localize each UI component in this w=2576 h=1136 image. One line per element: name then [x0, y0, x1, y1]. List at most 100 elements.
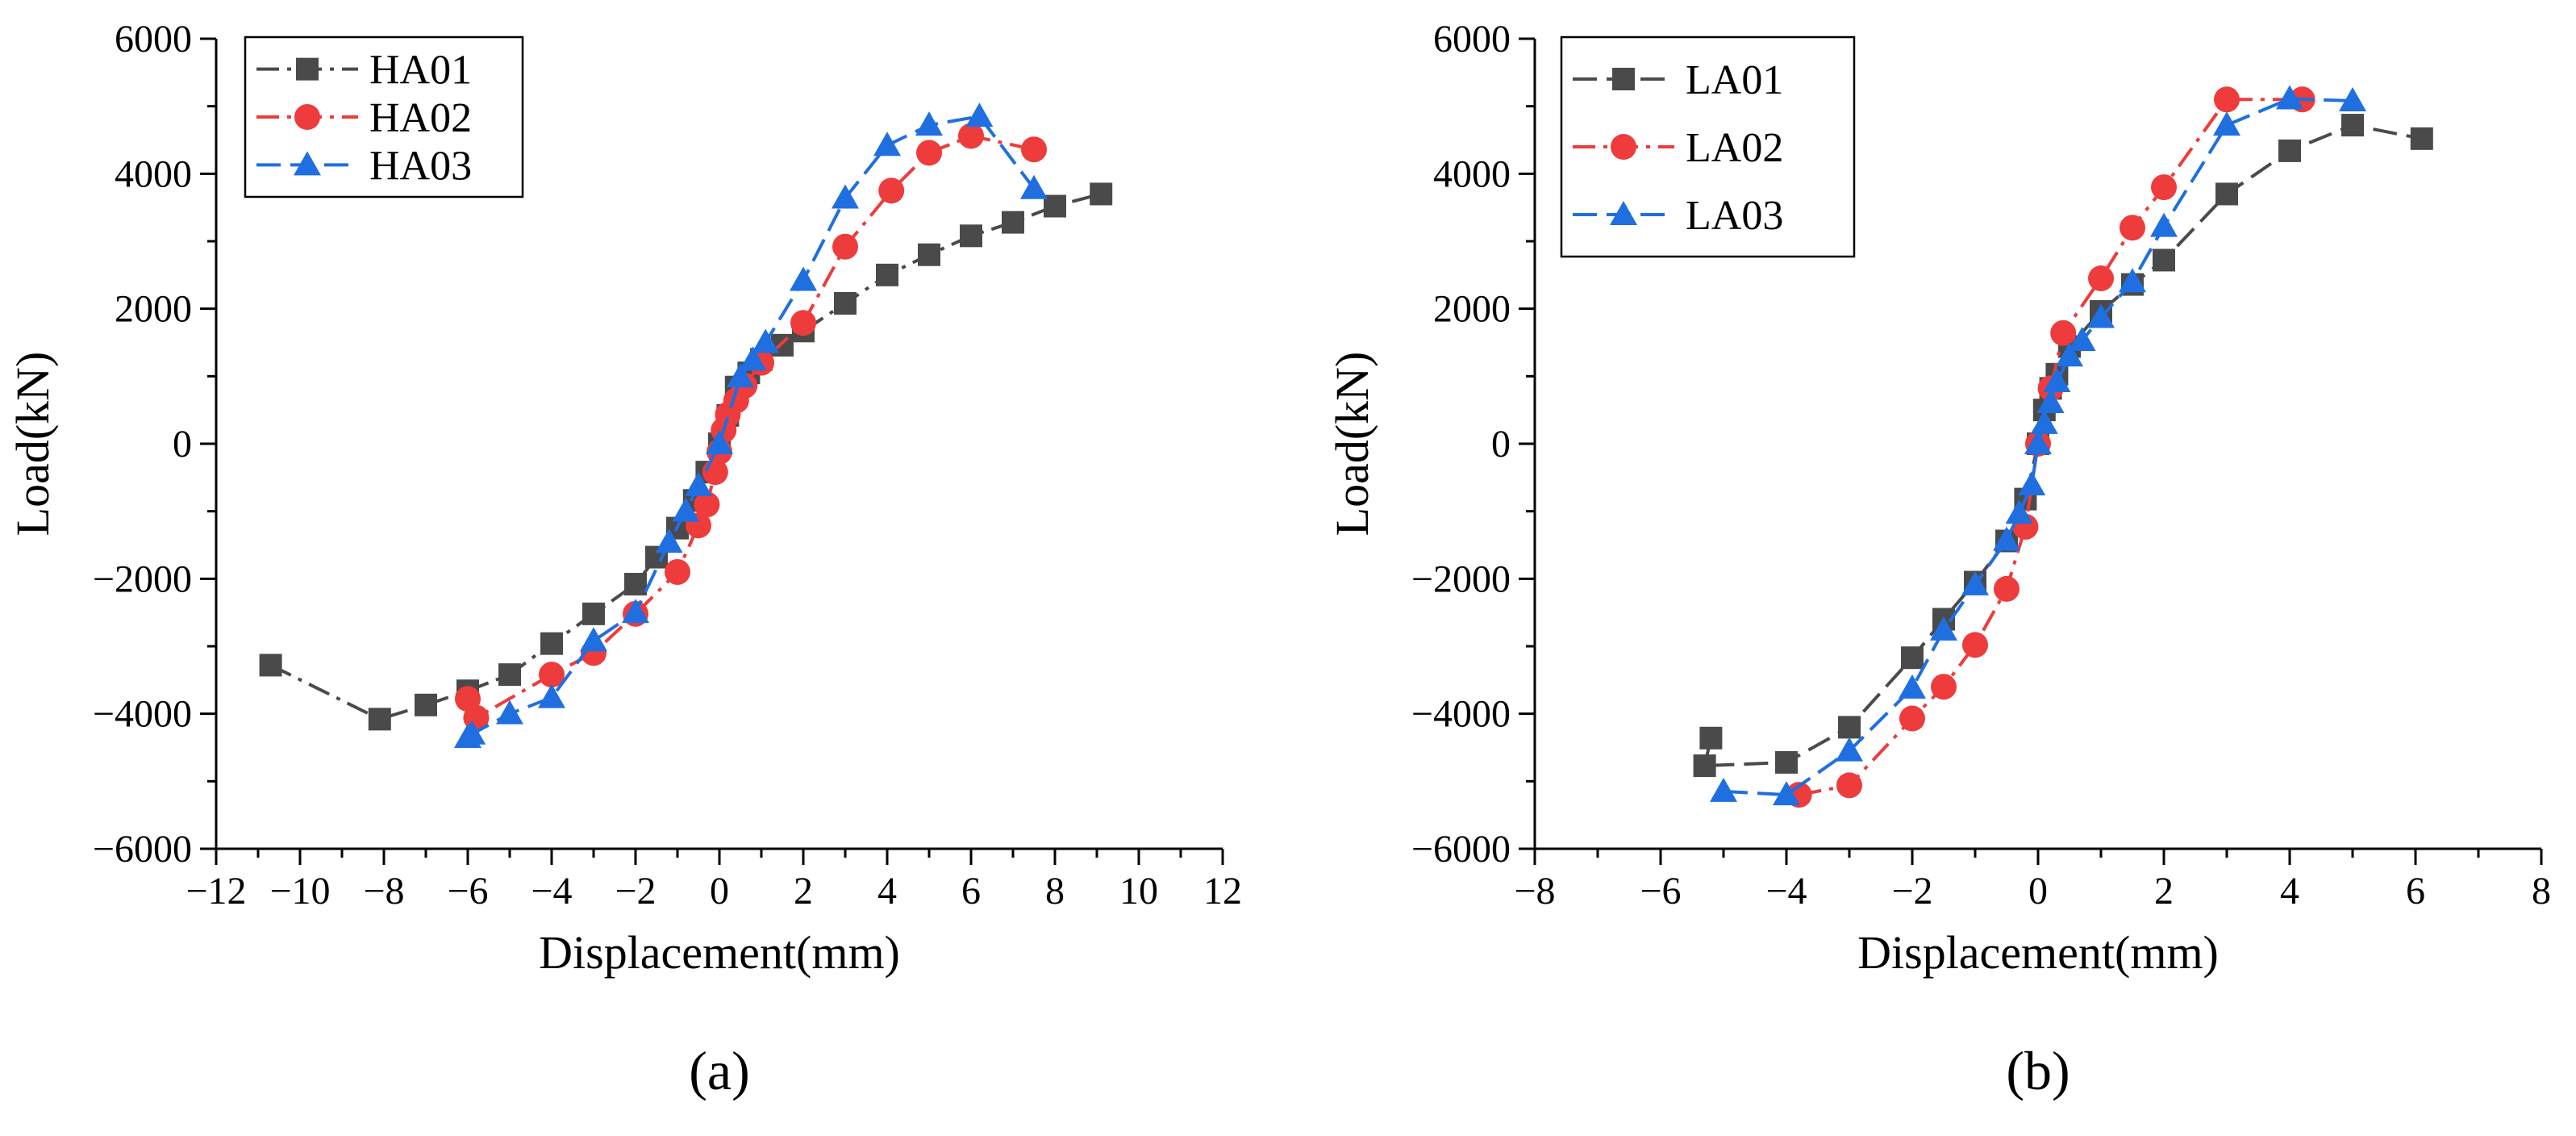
chart1-x-tick-label: 8 — [2532, 870, 2551, 913]
chart0-data-point-HA02 — [916, 140, 942, 166]
chart1-x-tick-label: −2 — [1891, 870, 1932, 913]
chart1-data-point-LA03 — [2119, 268, 2146, 293]
chart0-legend-label-HA01: HA01 — [369, 48, 472, 94]
chart0-data-point-HA02 — [694, 491, 720, 518]
chart0-data-point-HA02 — [463, 704, 490, 731]
chart0-data-point-HA02 — [958, 123, 984, 149]
chart0-x-tick-label: 12 — [1203, 870, 1242, 913]
chart1-x-tick-label: 2 — [2154, 870, 2174, 913]
chart1-data-point-LA01 — [2410, 127, 2433, 150]
chart1-legend-label-LA01: LA01 — [1686, 57, 1783, 103]
chart0-data-point-HA02 — [832, 233, 858, 260]
chart1-data-point-LA02 — [1994, 575, 2020, 602]
chart0-series-HA03 — [454, 102, 1048, 748]
chart1-legend-marker-LA01 — [1612, 68, 1635, 90]
chart1-series-LA03 — [1710, 85, 2366, 806]
chart1-data-point-LA02 — [2151, 174, 2177, 201]
chart1-data-point-LA03 — [1930, 616, 1957, 641]
chart0-legend-label-HA03: HA03 — [369, 143, 472, 189]
chart-panel-b: −8 −6 −4 −2 0 2 4 6 8 −6000 −4000 −2000 0 2000 4000 600… — [1326, 18, 2551, 1101]
chart1-data-point-LA02 — [2214, 86, 2240, 113]
chart1-x-axis-title: Displacement(mm) — [1857, 926, 2219, 979]
chart1-legend-marker-LA02 — [1611, 134, 1636, 160]
chart1-data-point-LA03 — [1899, 674, 1926, 699]
chart0-x-tick-label: 2 — [794, 870, 813, 913]
chart0-x-tick-label: −2 — [615, 870, 656, 913]
chart1-y-tick-label: 2000 — [1433, 288, 1511, 331]
chart0-data-point-HA03 — [706, 430, 733, 454]
chart0-panel-label: (a) — [689, 1040, 749, 1101]
chart1-data-point-LA03 — [1710, 777, 1737, 802]
chart0-x-tick-label: 0 — [710, 870, 729, 913]
chart1-x-tick-label: 4 — [2280, 870, 2299, 913]
chart0-y-tick-label: 2000 — [115, 288, 192, 331]
chart1-data-point-LA03 — [2056, 342, 2083, 367]
chart1-data-point-LA03 — [2339, 86, 2366, 111]
chart0-x-tick-label: 10 — [1119, 870, 1158, 913]
chart0-data-point-HA03 — [496, 700, 523, 725]
chart1-data-point-LA03 — [2068, 326, 2096, 351]
chart1-data-point-LA03 — [2024, 430, 2052, 454]
chart1-data-point-LA03 — [2150, 212, 2178, 237]
chart1-legend: LA01 LA02 LA03 — [1560, 36, 1856, 258]
chart0-data-point-HA03 — [965, 102, 994, 127]
chart1-x-tick-label: −8 — [1514, 870, 1555, 913]
chart0-y-tick-label: −6000 — [93, 828, 192, 871]
chart0-y-tick-label: −4000 — [93, 693, 192, 736]
chart0-data-point-HA02 — [1021, 136, 1047, 163]
chart0-data-point-HA01 — [834, 291, 857, 315]
chart0-data-point-HA03 — [580, 627, 607, 652]
chart0-x-axis-title: Displacement(mm) — [539, 926, 900, 979]
chart1-y-tick-label: 0 — [1491, 423, 1511, 466]
chart1-data-point-LA02 — [2050, 320, 2077, 346]
chart1-y-tick-label: 6000 — [1433, 18, 1511, 61]
chart1-data-point-LA03 — [2276, 85, 2303, 110]
chart0-legend-item-HA03: HA03 — [256, 143, 472, 189]
chart1-legend-marker-LA03 — [1610, 201, 1637, 225]
chart0-data-point-HA03 — [727, 363, 754, 388]
chart1-legend-item-LA01: LA01 — [1573, 57, 1783, 103]
chart1-legend-label-LA03: LA03 — [1686, 193, 1783, 239]
chart1-data-point-LA03 — [2213, 111, 2240, 136]
chart0-data-point-HA01 — [540, 632, 563, 655]
chart0-data-point-HA03 — [1020, 174, 1048, 199]
chart-panel-a: −12 −10 −8 −6 −4 −2 0 2 4 6 8 10 12 −6000 −4000 −2000 0 2… — [6, 18, 1242, 1101]
chart0-data-point-HA01 — [498, 663, 521, 687]
chart1-data-point-LA01 — [1838, 716, 1861, 739]
chart0-data-point-HA01 — [1002, 211, 1024, 234]
chart1-data-point-LA01 — [1901, 646, 1924, 670]
chart0-data-point-HA03 — [538, 683, 565, 708]
chart0-data-point-HA01 — [415, 693, 437, 716]
chart0-legend-label-HA02: HA02 — [369, 95, 472, 141]
chart0-data-point-HA02 — [790, 310, 816, 336]
chart1-legend-box — [1560, 36, 1856, 258]
chart0-data-point-HA01 — [876, 263, 898, 286]
chart0-x-tick-label: −4 — [531, 870, 572, 913]
chart1-data-point-LA02 — [2088, 265, 2114, 292]
chart1-data-point-LA03 — [2030, 409, 2058, 434]
chart0-x-tick-label: −10 — [269, 870, 330, 913]
chart1-data-point-LA03 — [2087, 303, 2115, 328]
chart1-x-tick-label: −4 — [1765, 870, 1807, 913]
chart0-data-point-HA01 — [624, 573, 647, 596]
chart0-x-tick-label: −8 — [363, 870, 404, 913]
chart0-series-line-HA02 — [466, 134, 1035, 720]
chart0-data-point-HA01 — [582, 602, 605, 625]
chart1-y-tick-label: −4000 — [1411, 693, 1511, 736]
chart1-data-point-LA03 — [2043, 368, 2071, 393]
chart0-data-point-HA03 — [915, 111, 943, 136]
chart0-data-point-HA01 — [368, 708, 391, 731]
chart0-legend-marker-HA02 — [294, 104, 320, 130]
chart1-y-tick-label: −2000 — [1411, 558, 1511, 600]
chart0-data-point-HA01 — [960, 224, 982, 248]
chart0-data-point-HA02 — [665, 558, 690, 585]
chart0-data-point-HA03 — [685, 471, 712, 496]
chart1-data-point-LA01 — [2153, 248, 2175, 272]
chart0-y-tick-label: 4000 — [115, 152, 192, 195]
chart1-data-point-LA01 — [2215, 182, 2238, 206]
chart0-x-tick-label: 4 — [877, 870, 897, 913]
chart0-x-tick-label: −12 — [185, 870, 246, 913]
chart1-panel-label: (b) — [2006, 1040, 2070, 1101]
chart1-x-tick-label: 6 — [2406, 870, 2425, 913]
chart1-y-axis-title: Load(kN) — [1326, 352, 1378, 537]
